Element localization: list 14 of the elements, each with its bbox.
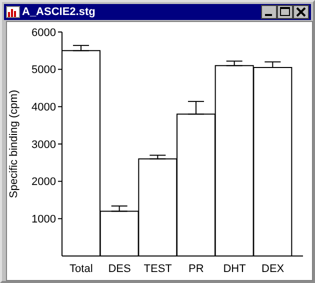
y-tick-label: 5000: [32, 64, 56, 76]
y-tick-label: 1000: [32, 214, 56, 226]
y-tick-label: 3000: [32, 138, 56, 151]
x-tick-label: Total: [70, 262, 93, 275]
x-tick-label: PR: [188, 262, 204, 275]
y-tick-label: 6000: [32, 26, 56, 39]
y-tick-label: 4000: [32, 102, 56, 114]
y-tick-label: 2000: [32, 176, 56, 188]
x-tick-label: TEST: [144, 262, 172, 275]
x-tick-label: DES: [108, 262, 131, 275]
chart-title: A_ASCIE2.stg: [22, 6, 96, 18]
x-tick-label: DHT: [223, 262, 246, 275]
x-tick-label: DEX: [262, 262, 285, 275]
y-axis-title: Specific binding (cpm): [8, 90, 20, 198]
